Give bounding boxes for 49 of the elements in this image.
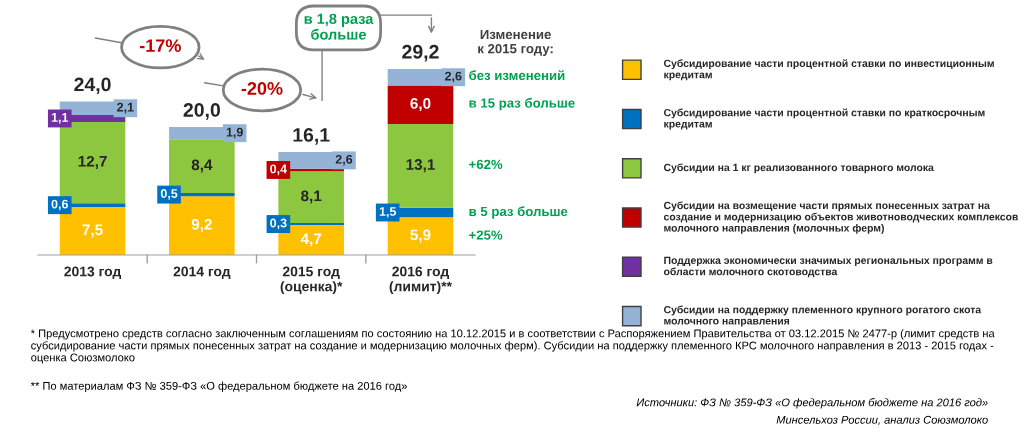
data-label: 0,3 [270,218,287,230]
legend-label: Субсидии на поддержку племенного крупного рогатого скота молочного направления [663,305,982,327]
bar [387,123,454,208]
legend-label: Поддержка экономически значимых региональных программ в области молочного скотоводства [663,256,993,278]
annotation: +62% [469,159,503,170]
data-label: 0,4 [270,164,287,176]
data-label: 1,1 [51,113,69,124]
data-label: 0,6 [51,199,68,211]
data-label: 8,4 [191,159,213,173]
data-label: 13,1 [406,159,435,173]
x-tick-label: 2013 год [64,266,122,279]
annotation: без изменений [469,70,565,81]
x-tick-label: 2015 год (оценка)* [280,266,343,295]
total-label: 20,0 [183,103,220,120]
data-label: 6,0 [410,97,431,112]
bar [387,85,454,124]
x-tick-label: 2014 год [173,266,231,279]
legend-label: Субсидии на 1 кг реализованного товарного молока [663,163,934,174]
annotation: +25% [469,230,503,240]
text: в 1,8 раза больше [304,13,374,40]
text: ** По материалам ФЗ № 359-ФЗ «О федеральном бюджете на 2016 год» [30,381,407,392]
annotation: в 15 раз больше [469,97,575,111]
text: -17% [139,39,181,52]
data-label: 1,5 [379,207,397,218]
data-label: 4,7 [300,233,322,247]
data-label: 2,6 [445,71,462,83]
annotation: -20% [241,82,283,95]
text: * Предусмотрено средств согласно заключенным соглашениям по состоянию на 10.12.2015 и в соответствии с Распоряжением Правительства от 03.12.2015 № 2477-р (лимит средств на субсидирование части прямых понесенных затрат на создание и модернизацию молочных ферм). Субсидии на поддержку племенного КРС молочного направления в 2013 - 2015 годах - оценка Союзмолоко [30,329,995,364]
total-label: 24,0 [74,77,111,95]
text: Изменение к 2015 году: [478,29,553,56]
annotation: в 5 раз больше [469,206,568,219]
data-label: 9,2 [191,218,212,232]
data-label: 0,5 [160,189,178,200]
data-label: 5,9 [410,229,431,243]
total-label: 29,2 [402,44,439,62]
data-label: 8,1 [301,190,322,204]
legend-label: Субсидирование части процентной ставки по инвестиционным кредитам [663,59,994,81]
bar [387,217,454,256]
legend-label: Субсидии на возмещение части прямых понесенных затрат на создание и модернизацию объектов животноводческих комплексов молочного направления (молочных ферм) [663,201,1018,234]
data-label: 2,6 [335,154,353,166]
total-label: 16,1 [293,128,330,145]
x-tick-label: 2016 год (лимит)** [389,266,452,295]
text: Источники: ФЗ № 359-ФЗ «О федеральном бюджете на 2016 год» [636,398,988,409]
data-label: 12,7 [78,155,107,169]
data-label: 2,1 [117,102,134,114]
text: Минсельхоз России, анализ Союзмолоко [776,415,988,426]
legend-label: Субсидирование части процентной ставки по краткосрочным кредитам [663,108,985,130]
data-label: 1,9 [226,127,243,139]
data-label: 7,5 [82,224,103,238]
